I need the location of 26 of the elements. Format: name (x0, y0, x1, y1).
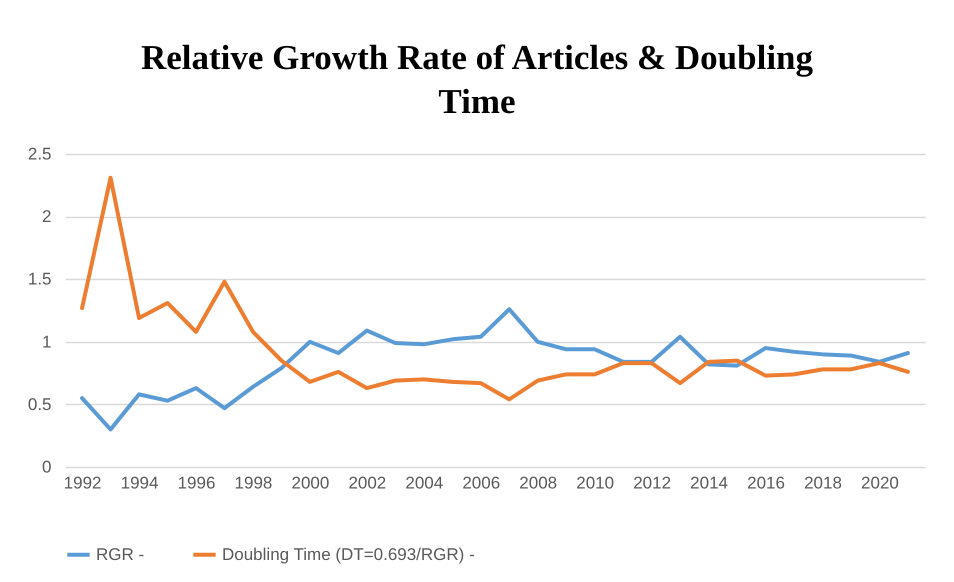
legend-label: RGR - (96, 544, 144, 564)
x-tick-label: 2012 (633, 474, 672, 492)
y-tick-label: 0 (42, 458, 52, 476)
x-tick-label: 2000 (291, 474, 330, 492)
x-tick-label: 1998 (234, 474, 272, 492)
x-tick-label: 2008 (519, 474, 558, 492)
line-series (80, 176, 910, 402)
x-tick-label: 2010 (576, 474, 614, 492)
x-tick-label: 2016 (747, 474, 785, 492)
x-tick-label: 2004 (405, 474, 444, 492)
line-series (80, 307, 910, 432)
x-tick-label: 2020 (861, 474, 899, 492)
y-tick-label: 0.5 (28, 394, 52, 414)
y-tick-label: 1.5 (28, 270, 52, 289)
x-tick-label: 2018 (804, 474, 842, 492)
legend-label: Doubling Time (DT=0.693/RGR) - (222, 544, 475, 564)
x-tick-label: 2002 (348, 474, 386, 492)
y-tick-label: 1 (42, 332, 52, 352)
x-tick-label: 2006 (462, 474, 500, 492)
y-tick-label: 2.5 (28, 144, 52, 164)
x-tick-label: 1996 (178, 474, 216, 492)
x-tick-label: 1992 (64, 474, 102, 492)
y-tick-label: 2 (42, 207, 52, 226)
x-tick-label: 2014 (690, 474, 728, 492)
chart-title: Relative Growth Rate of Articles & Doubling Time (140, 37, 814, 123)
x-tick-label: 1994 (120, 474, 158, 492)
